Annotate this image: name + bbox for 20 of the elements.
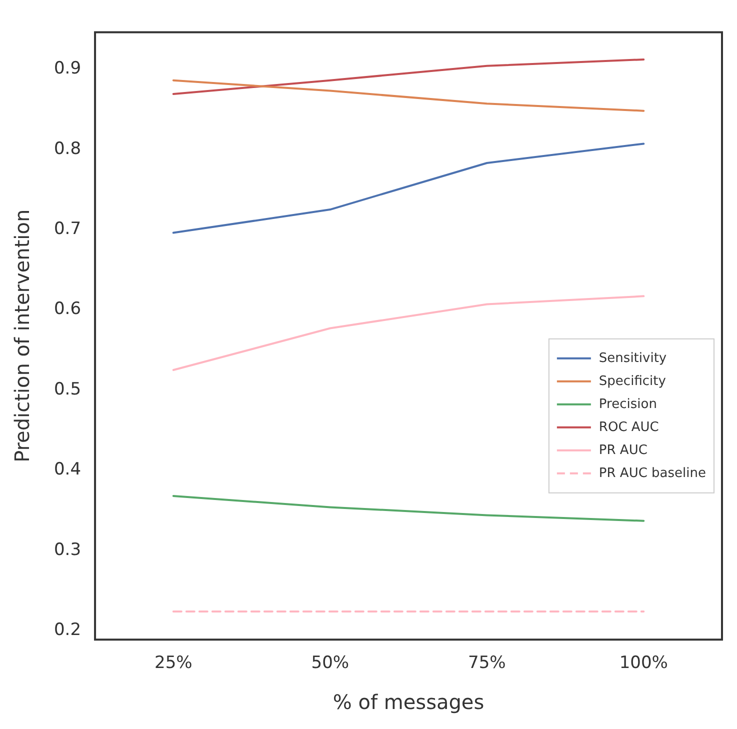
y-axis-title: Prediction of intervention: [10, 209, 34, 462]
legend-label: PR AUC baseline: [598, 466, 706, 481]
y-tick-label: 0.5: [54, 379, 82, 400]
y-tick-label: 0.8: [54, 138, 82, 159]
x-tick-label: 75%: [468, 653, 506, 674]
legend-label: Precision: [598, 396, 657, 412]
y-tick-label: 0.2: [54, 620, 82, 640]
legend-label: Sensitivity: [598, 350, 667, 366]
x-tick-label: 50%: [311, 653, 350, 674]
x-axis-title: % of messages: [332, 690, 484, 714]
y-tick-label: 0.6: [54, 299, 82, 320]
y-tick-label: 0.9: [54, 58, 82, 79]
x-tick-label: 100%: [619, 653, 668, 674]
y-tick-label: 0.7: [54, 219, 82, 240]
x-tick-label: 25%: [154, 653, 192, 674]
legend-label: Specificity: [598, 374, 666, 389]
legend-label: ROC AUC: [598, 420, 659, 435]
legend-label: PR AUC: [598, 442, 648, 458]
y-tick-label: 0.3: [54, 540, 82, 560]
y-tick-label: 0.4: [54, 460, 82, 480]
